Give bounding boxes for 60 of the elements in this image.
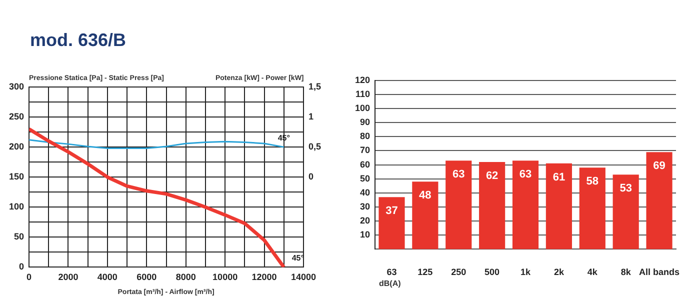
y-tick-label: 20 <box>360 216 370 226</box>
bar <box>546 163 572 250</box>
x-tick-label: 0 <box>26 272 32 282</box>
x-tick-label: 2k <box>554 267 565 278</box>
y-tick-label: 80 <box>360 131 370 142</box>
data-label: 62 <box>486 170 498 182</box>
bar <box>512 160 539 250</box>
y-tick-label: 50 <box>360 173 370 184</box>
bar <box>579 168 606 250</box>
y-tick-label: 100 <box>354 103 370 114</box>
data-label: 37 <box>386 205 398 218</box>
y2-tick-label: 0 <box>308 172 314 182</box>
chart-title: mod. 636/B <box>30 30 126 51</box>
x-tick-label: 12000 <box>252 272 277 282</box>
x-tick-label: All bands <box>639 267 680 278</box>
y-tick-label: 50 <box>14 232 24 242</box>
bar <box>446 160 472 250</box>
y-tick-label: 40 <box>360 187 370 198</box>
y-tick-label: 30 <box>360 201 370 212</box>
y-tick-label: 110 <box>355 88 370 99</box>
data-label: 53 <box>620 182 632 195</box>
data-label: 69 <box>653 160 666 172</box>
y-tick-label: 120 <box>354 74 370 85</box>
x-tick-label: 1k <box>520 267 532 278</box>
x-tick-label: 63 <box>386 267 397 278</box>
y-tick-label: 250 <box>8 112 24 122</box>
bar <box>612 174 639 250</box>
y-tick-label: 60 <box>360 159 370 170</box>
x-tick-label: 6000 <box>136 272 157 282</box>
data-label: 58 <box>586 176 599 188</box>
y-tick-label: 70 <box>360 145 370 156</box>
bar <box>378 197 405 250</box>
y-tick-label: 90 <box>360 117 370 128</box>
data-label: 63 <box>519 168 532 181</box>
data-label: 48 <box>419 190 432 202</box>
x-tick-label: 8k <box>620 267 632 278</box>
x-tick-label: 10000 <box>212 272 238 282</box>
y-tick-label: 10 <box>360 230 370 240</box>
bar <box>646 152 672 250</box>
data-label: 61 <box>552 171 566 184</box>
x-tick-label: 250 <box>451 267 466 278</box>
y-tick-label: 200 <box>8 142 24 152</box>
bar <box>479 162 506 250</box>
bar <box>412 182 438 250</box>
data-label: 63 <box>452 168 465 181</box>
x-tick-label: 8000 <box>176 272 196 282</box>
y2-tick-label: 1,5 <box>308 81 322 92</box>
x-tick-label: 14000 <box>290 272 316 282</box>
annotation: 45° <box>292 253 304 262</box>
y-tick-label: 100 <box>8 202 24 212</box>
x-tick-label: 4k <box>587 267 598 278</box>
y-tick-label: 150 <box>8 172 24 182</box>
y-tick-label: 300 <box>8 81 24 92</box>
y2-tick-label: 1 <box>308 112 314 122</box>
x-axis-title: dB(A) <box>379 279 401 288</box>
x-tick-label: 4000 <box>97 272 118 282</box>
x-tick-label: 125 <box>418 267 433 278</box>
x-tick-label: 500 <box>484 267 500 278</box>
x-tick-label: 2000 <box>58 272 78 282</box>
y2-tick-label: 0,5 <box>308 142 322 152</box>
